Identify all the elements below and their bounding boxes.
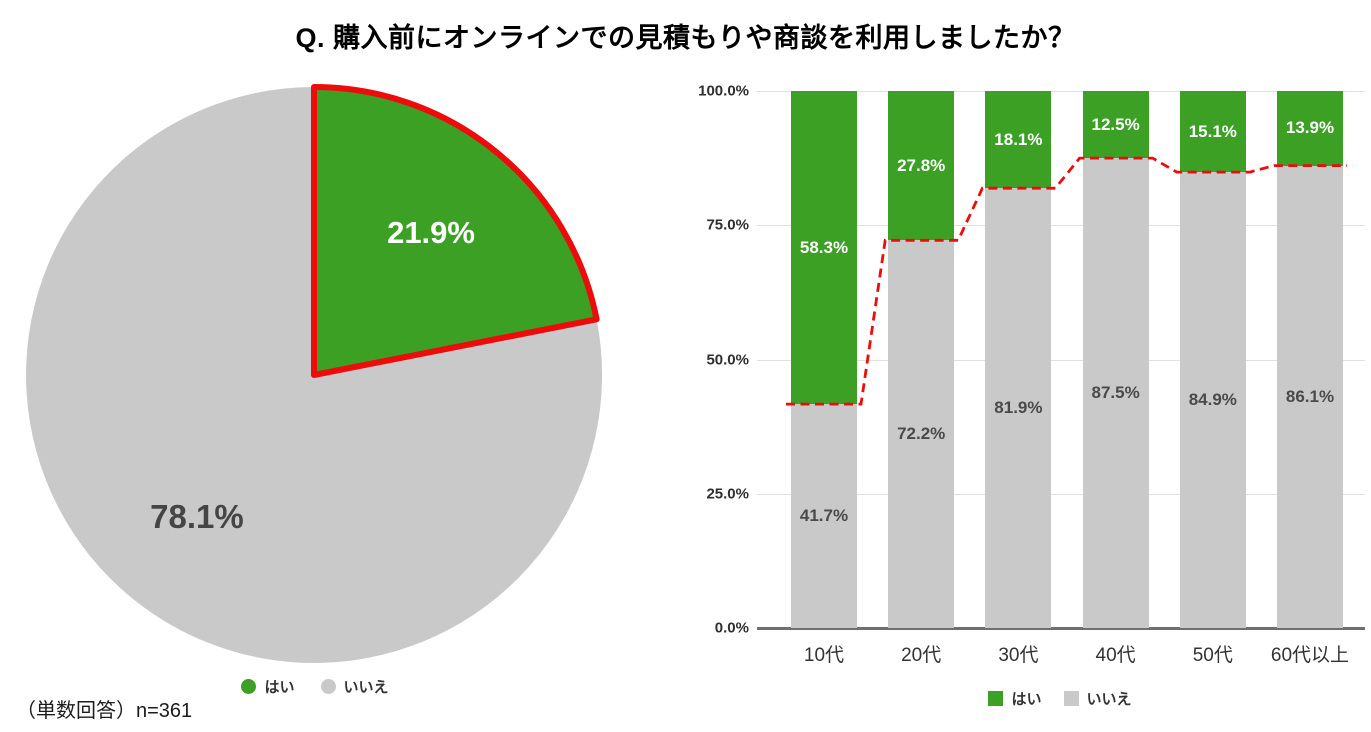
value-label-no-40代: 87.5% [1091, 383, 1140, 403]
value-label-no-30代: 81.9% [994, 398, 1043, 418]
bar-legend-label-yes: はい [1011, 690, 1042, 708]
bar-segment-no-60代以上 [1277, 165, 1343, 628]
value-label-yes-20代: 27.8% [897, 155, 946, 175]
red-dashed-trend-line [786, 156, 1347, 406]
bar-segment-no-50代 [1179, 172, 1246, 628]
bar-segment-yes-30代 [985, 91, 1052, 189]
y-tick-label-50: 50.0% [706, 351, 749, 368]
x-tick-label-40代: 40代 [1095, 645, 1136, 666]
bar-segment-no-10代 [791, 404, 857, 628]
gridline-25 [757, 493, 1365, 495]
y-tick-label-75: 75.0% [706, 216, 749, 234]
bar-segment-yes-60代以上 [1277, 91, 1343, 166]
gridline-50 [757, 359, 1365, 361]
value-label-yes-60代以上: 13.9% [1285, 118, 1335, 138]
pie-chart [14, 75, 614, 675]
value-label-no-20代: 72.2% [897, 424, 946, 444]
value-label-no-50代: 84.9% [1188, 390, 1237, 410]
x-tick-label-60代以上: 60代以上 [1270, 645, 1350, 666]
yes-legend-swatch-icon [241, 678, 257, 694]
x-axis-line [757, 626, 1365, 630]
value-label-yes-10代: 58.3% [799, 237, 849, 257]
gridline-100 [757, 91, 1365, 92]
x-tick-label-10代: 10代 [803, 645, 845, 666]
y-tick-label-100: 100.0% [698, 82, 749, 100]
value-label-yes-50代: 15.1% [1188, 121, 1237, 141]
bar-segment-yes-50代 [1179, 91, 1246, 173]
pie-slice-はい [311, 84, 600, 378]
bar-segment-yes-40代 [1082, 91, 1149, 159]
gridline-75 [757, 225, 1365, 227]
bar-segment-no-30代 [985, 188, 1052, 628]
value-label-no-10代: 41.7% [799, 506, 849, 526]
trend-line-path [786, 156, 1347, 406]
x-tick-label-30代: 30代 [998, 645, 1039, 666]
value-label-yes-30代: 18.1% [994, 129, 1043, 149]
bar-legend-item-no: いいえ [1063, 688, 1132, 709]
pie-value-label-いいえ: 78.1% [150, 498, 244, 536]
pie-legend-label-yes: はい [264, 678, 295, 696]
x-tick-label-50代: 50代 [1192, 645, 1233, 666]
no-legend-swatch-icon [1063, 690, 1079, 706]
pie-value-label-はい: 21.9% [387, 214, 475, 250]
bar-segment-yes-20代 [888, 91, 955, 241]
bar-segment-no-20代 [888, 240, 955, 628]
value-label-no-60代以上: 86.1% [1285, 386, 1335, 406]
no-legend-swatch-icon [320, 678, 336, 694]
footnote: （単数回答）n=361 [16, 700, 193, 722]
bar-segment-no-40代 [1082, 158, 1149, 628]
bar-segment-yes-10代 [791, 91, 857, 405]
pie-legend-item-yes: はい [241, 676, 295, 697]
pie-legend-label-no: いいえ [343, 678, 389, 696]
bar-legend-item-yes: はい [988, 688, 1042, 709]
pie-svg [26, 84, 603, 664]
bar-legend-label-no: いいえ [1086, 690, 1132, 708]
yes-legend-swatch-icon [988, 690, 1004, 706]
x-tick-label-20代: 20代 [901, 645, 942, 666]
y-tick-label-0: 0.0% [714, 619, 749, 637]
pie-legend: はい いいえ [150, 676, 480, 696]
pie-legend-item-no: いいえ [320, 676, 389, 697]
bar-chart: 100.0% 75.0% 50.0% 25.0% 0.0% 58.3% 41.7% 10代 27… [698, 83, 1365, 666]
value-label-yes-40代: 12.5% [1091, 114, 1140, 134]
y-tick-label-25: 25.0% [706, 485, 749, 503]
bar-legend: はい いいえ [760, 688, 1360, 708]
page-title: Q. 購入前にオンラインでの見積もりや商談を利用しましたか？ [295, 23, 1076, 53]
